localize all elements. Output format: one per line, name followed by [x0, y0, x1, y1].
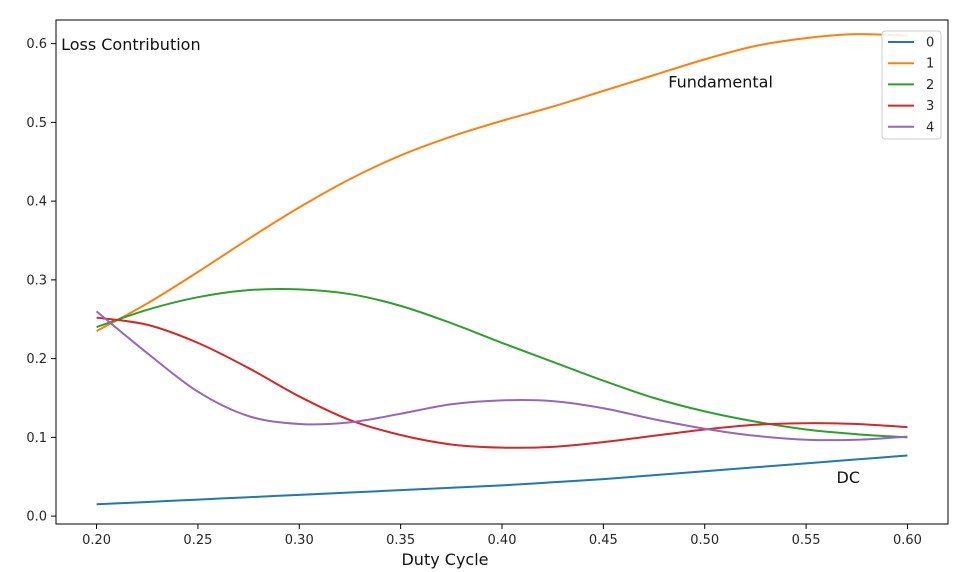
- y-axis: 0.0 0.1 0.2 0.3 0.4 0.5 0.6: [26, 37, 56, 525]
- x-tick-label: 0.35: [386, 533, 415, 548]
- annotation-text: Loss Contribution: [61, 35, 201, 54]
- y-tick-label: 0.2: [26, 352, 47, 367]
- legend: 0 1 2 3 4: [881, 30, 942, 140]
- series-line-3: [96, 316, 908, 449]
- x-tick-label: 0.45: [589, 533, 618, 548]
- y-tick-label: 0.1: [26, 431, 47, 446]
- x-tick-label: 0.40: [488, 533, 517, 548]
- x-tick-label: 0.25: [183, 533, 212, 548]
- annotation-text: DC: [837, 468, 861, 487]
- y-tick-label: 0.4: [26, 195, 47, 210]
- series-lines: [95, 33, 908, 506]
- legend-entry: 3: [926, 99, 934, 114]
- x-tick-label: 0.20: [82, 533, 111, 548]
- y-tick-label: 0.5: [26, 116, 47, 131]
- series-line-1: [96, 33, 908, 332]
- x-tick-label: 0.30: [285, 533, 314, 548]
- legend-entry: 0: [926, 36, 934, 51]
- x-tick-label: 0.50: [690, 533, 719, 548]
- series-line-0: [96, 454, 908, 506]
- x-axis: 0.20 0.25 0.30 0.35 0.40 0.45 0.50 0.55 0.60: [82, 524, 922, 548]
- y-tick-label: 0.3: [26, 273, 47, 288]
- y-tick-label: 0.0: [26, 510, 47, 525]
- legend-entry: 2: [926, 78, 934, 93]
- annotation-text: Fundamental: [668, 73, 773, 92]
- x-axis-label: Duty Cycle: [401, 550, 488, 569]
- x-tick-label: 0.55: [792, 533, 821, 548]
- legend-entry: 4: [926, 120, 934, 135]
- y-tick-label: 0.6: [26, 37, 47, 52]
- x-tick-label: 0.60: [893, 533, 922, 548]
- series-line-4: [95, 310, 908, 442]
- annotations: Loss Contribution Fundamental DC: [61, 35, 860, 487]
- legend-entry: 1: [926, 57, 934, 72]
